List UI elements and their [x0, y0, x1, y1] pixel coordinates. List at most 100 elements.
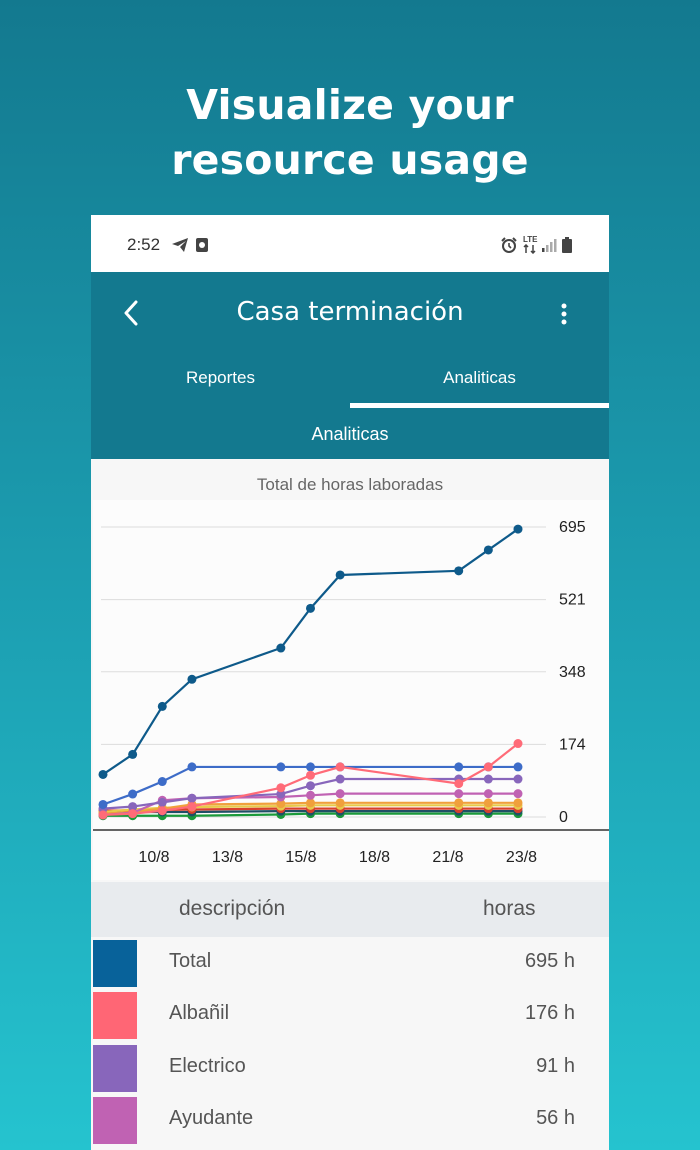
y-tick-label: 521 — [559, 592, 586, 609]
chart-series — [98, 524, 523, 821]
data-point — [335, 798, 345, 808]
data-point — [335, 762, 345, 772]
data-point — [306, 790, 315, 800]
data-point — [483, 798, 493, 808]
data-point — [276, 762, 286, 772]
series-line — [102, 792, 518, 817]
alarm-icon — [501, 237, 517, 253]
y-tick-label: 348 — [559, 664, 586, 681]
data-point — [276, 783, 286, 793]
data-point — [128, 789, 138, 799]
data-point — [157, 777, 167, 787]
data-point — [335, 789, 345, 799]
row-description: Ayudante — [169, 1107, 254, 1129]
data-point — [483, 774, 493, 784]
data-point — [513, 762, 523, 772]
page-title: Casa terminación — [236, 297, 464, 327]
data-point — [483, 545, 493, 555]
app-notification-icon — [196, 238, 208, 252]
x-tick-label: 15/8 — [285, 849, 316, 866]
series-line — [102, 777, 518, 810]
data-point — [454, 789, 464, 799]
data-point — [335, 570, 345, 580]
row-description: Electrico — [169, 1055, 246, 1077]
color-swatch — [93, 992, 137, 1039]
y-tick-label: 0 — [559, 809, 568, 826]
x-tick-label: 13/8 — [212, 849, 243, 866]
y-tick-label: 174 — [559, 736, 586, 753]
series-line — [102, 801, 518, 815]
column-header-description: descripción — [179, 897, 286, 920]
row-description: Albañil — [169, 1002, 230, 1024]
battery-icon — [562, 237, 572, 253]
series-line — [102, 804, 518, 814]
table-row[interactable]: Ayudante 56 h — [91, 1094, 609, 1146]
row-hours: 91 h — [536, 1055, 575, 1077]
data-arrows-icon — [523, 244, 536, 254]
promo-line-2: resource usage — [171, 136, 529, 184]
row-hours: 56 h — [536, 1107, 575, 1129]
chart-grid — [93, 526, 609, 831]
data-point — [513, 739, 523, 749]
telegram-icon — [172, 238, 188, 252]
phone-screen: 2:52 LTE Casa ter — [91, 215, 609, 1150]
data-point — [157, 701, 167, 711]
active-tab-indicator — [350, 403, 609, 408]
data-point — [306, 762, 315, 772]
data-point — [187, 802, 197, 812]
x-tick-label: 18/8 — [359, 849, 390, 866]
data-point — [187, 793, 197, 803]
app-bar: Casa terminación Reportes Analiticas Ana… — [91, 272, 609, 459]
data-point — [128, 802, 138, 812]
tab-analiticas[interactable]: Analiticas — [443, 368, 516, 387]
data-point — [513, 789, 523, 799]
x-axis-labels: 10/8 13/8 15/8 18/8 21/8 23/8 — [138, 849, 537, 866]
data-point — [98, 769, 108, 779]
data-point — [513, 524, 523, 534]
data-point — [306, 603, 315, 613]
data-point — [128, 749, 138, 759]
series-line — [102, 528, 519, 776]
table-row[interactable]: Albañil 176 h — [91, 989, 609, 1041]
chart-area — [93, 500, 609, 880]
data-point — [276, 789, 286, 799]
column-header-hours: horas — [483, 897, 536, 920]
series-line — [102, 742, 519, 817]
x-tick-label: 21/8 — [432, 849, 463, 866]
promo-headline: Visualize your resource usage — [0, 78, 700, 188]
data-point — [306, 798, 315, 808]
data-point — [513, 774, 523, 784]
series-line — [103, 812, 518, 817]
data-point — [454, 779, 464, 789]
data-point — [513, 798, 523, 808]
back-arrow-icon[interactable] — [117, 298, 147, 328]
x-tick-label: 10/8 — [138, 849, 169, 866]
data-point — [157, 797, 167, 807]
data-point — [306, 781, 315, 791]
line-chart: 0 174 348 521 695 10/8 13/8 15/8 18/8 21/8 23/8 — [93, 500, 609, 880]
status-bar: 2:52 LTE — [91, 215, 609, 272]
row-hours: 176 h — [524, 1002, 575, 1024]
tab-reportes[interactable]: Reportes — [186, 368, 255, 387]
data-point — [276, 799, 286, 809]
chart-title: Total de horas laboradas — [256, 475, 444, 494]
data-point — [187, 762, 197, 772]
color-swatch — [93, 1045, 137, 1092]
table-row[interactable]: Total 695 h — [91, 937, 609, 989]
data-point — [187, 674, 197, 684]
y-tick-label: 695 — [559, 519, 586, 536]
row-description: Total — [169, 950, 212, 972]
series-line — [102, 765, 518, 806]
table-row[interactable]: Electrico 91 h — [91, 1042, 609, 1094]
data-point — [98, 799, 108, 809]
data-point — [454, 566, 464, 576]
network-type-label: LTE — [523, 235, 538, 244]
color-swatch — [93, 1097, 137, 1144]
section-subheader: Analiticas — [311, 424, 389, 444]
row-hours: 695 h — [524, 950, 575, 972]
promo-line-1: Visualize your — [186, 81, 514, 129]
x-tick-label: 23/8 — [506, 849, 537, 866]
data-point — [335, 774, 345, 784]
y-axis-labels: 0 174 348 521 695 — [559, 519, 586, 826]
more-options-icon[interactable] — [554, 300, 574, 328]
